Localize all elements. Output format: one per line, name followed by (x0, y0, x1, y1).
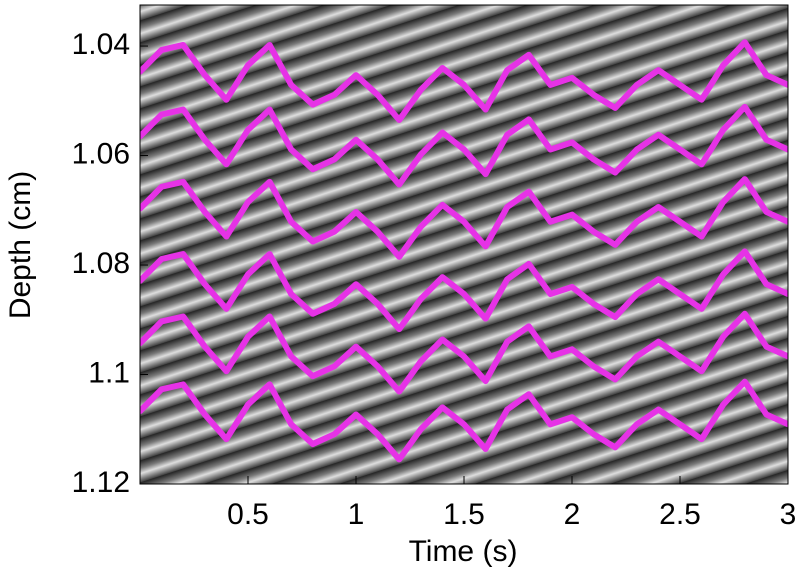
y-tick-label: 1.06 (72, 137, 130, 170)
tracked-line (140, 248, 788, 333)
y-axis-label: Depth (cm) (4, 171, 37, 319)
y-tick-label: 1.1 (88, 356, 130, 389)
plot-frame (139, 4, 789, 485)
x-tick-label: 2 (564, 498, 581, 531)
tracked-line (140, 310, 788, 395)
x-tick-label: 1 (348, 498, 365, 531)
x-tick-label: 1.5 (443, 498, 485, 531)
y-tick-label: 1.04 (72, 28, 130, 61)
x-tick-label: 0.5 (227, 498, 269, 531)
tracked-line (140, 39, 788, 123)
y-tick-label: 1.08 (72, 247, 130, 280)
y-tick-label: 1.12 (72, 466, 130, 499)
tracked-line (140, 103, 788, 188)
plot-area (140, 39, 788, 463)
tracked-line (140, 176, 788, 260)
x-tick-label: 2.5 (659, 498, 701, 531)
x-tick-label: 3 (780, 498, 797, 531)
tracked-line (140, 378, 788, 463)
x-axis-label: Time (s) (409, 535, 518, 568)
